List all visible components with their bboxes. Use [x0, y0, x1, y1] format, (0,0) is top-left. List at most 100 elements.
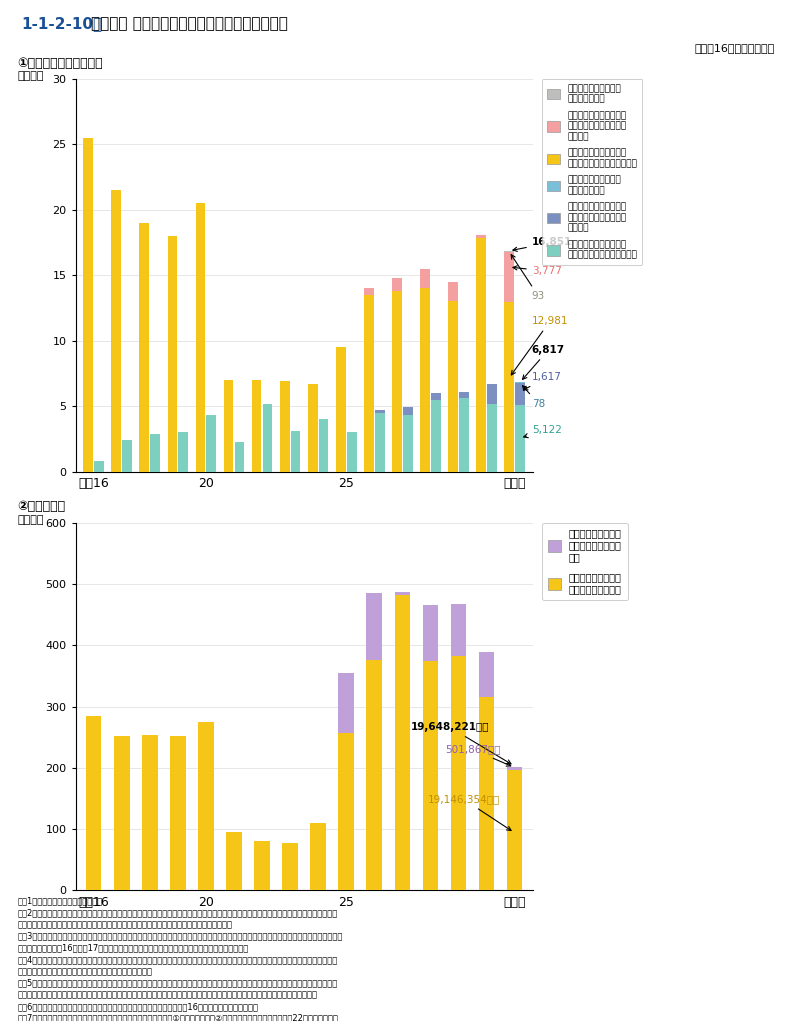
Text: 不特定多数の者から現金等をだまし取る犯罪（恐喝及び窃盗を含む。）の総称である。: 不特定多数の者から現金等をだまし取る犯罪（恐喝及び窃盗を含む。）の総称である。 — [17, 920, 232, 929]
Text: 5　「キャッシュカード詐欺盗」は，特殊詐欺のうち，警察官等を装って被害者に電話をかけ，「キャッシュカードが不正に利用されてい: 5 「キャッシュカード詐欺盗」は，特殊詐欺のうち，警察官等を装って被害者に電話を… — [17, 978, 338, 987]
Bar — [227, 832, 242, 890]
Text: だし，平成16年及び17年は，オレオレ詐欺，架空請求詐欺及び融資保証金詐欺）をいう。: だし，平成16年及び17年は，オレオレ詐欺，架空請求詐欺及び融資保証金詐欺）をい… — [17, 943, 249, 953]
Text: 19,146,354千円: 19,146,354千円 — [429, 794, 511, 830]
Bar — [487, 403, 497, 472]
Text: 19,648,221千円: 19,648,221千円 — [411, 723, 511, 764]
Bar — [459, 392, 469, 398]
Bar — [431, 393, 440, 399]
Bar — [364, 288, 374, 295]
Bar — [319, 420, 328, 472]
Bar — [479, 652, 494, 696]
Bar — [170, 736, 185, 890]
Bar — [459, 398, 469, 472]
Bar — [235, 441, 244, 472]
Bar — [504, 301, 514, 472]
Bar — [139, 223, 149, 472]
Bar — [339, 733, 354, 890]
Text: 1-1-2-10図: 1-1-2-10図 — [21, 16, 103, 32]
Text: 6,817: 6,817 — [522, 345, 565, 380]
Bar — [310, 823, 326, 890]
Bar — [479, 696, 494, 890]
Bar — [308, 384, 317, 472]
Bar — [254, 840, 270, 890]
Bar — [423, 661, 438, 890]
Text: 3　「主要手口による特殊詐欺（詐欺・恐喝）」は，特殊詐欺のうち，オレオレ詐欺，架空請求詐欺，融資保証金詐欺及び還付金等詐欺（た: 3 「主要手口による特殊詐欺（詐欺・恐喝）」は，特殊詐欺のうち，オレオレ詐欺，架… — [17, 931, 343, 940]
Bar — [111, 190, 121, 472]
Bar — [366, 660, 382, 890]
Text: 注　1　警察庁刑事局の資料による。: 注 1 警察庁刑事局の資料による。 — [17, 896, 103, 906]
Text: ②　被害総額: ② 被害総額 — [17, 500, 66, 514]
Bar — [394, 595, 410, 890]
Text: 501,867千円: 501,867千円 — [445, 744, 510, 766]
Bar — [394, 592, 410, 595]
Text: 2　「特殊詐欺」は，被害者に電話をかけるなどして対面することなく信頼させ，指定した預貯金口座へ振り込ませるなどの方法により，: 2 「特殊詐欺」は，被害者に電話をかけるなどして対面することなく信頼させ，指定し… — [17, 909, 338, 917]
Bar — [392, 291, 401, 472]
Bar — [515, 404, 525, 472]
Text: 3,777: 3,777 — [513, 265, 562, 277]
Bar — [403, 407, 413, 416]
Text: 78: 78 — [522, 386, 545, 408]
Text: 7　「その他の手口による特殊詐欺（詐欺・恐喝）」について，①の認知件数及び②の被害総額は統計の存する平成22年２月以降の数: 7 「その他の手口による特殊詐欺（詐欺・恐喝）」について，①の認知件数及び②の被… — [17, 1014, 339, 1021]
Text: （平成16年～令和元年）: （平成16年～令和元年） — [695, 43, 775, 53]
Bar — [515, 383, 525, 384]
Bar — [448, 301, 458, 472]
Bar — [150, 434, 161, 472]
Text: （億円）: （億円） — [17, 515, 44, 525]
Bar — [476, 239, 486, 472]
Bar — [431, 399, 440, 472]
Bar — [223, 380, 234, 472]
Bar — [339, 673, 354, 733]
Bar — [374, 410, 385, 412]
Bar — [366, 592, 382, 660]
Bar — [114, 736, 130, 890]
Bar — [403, 416, 413, 472]
Text: 5,122: 5,122 — [524, 425, 562, 438]
Bar — [364, 295, 374, 472]
Bar — [504, 252, 514, 301]
Bar — [487, 384, 497, 403]
Bar — [142, 735, 157, 890]
Bar — [506, 767, 522, 770]
Bar — [374, 412, 385, 472]
Bar — [504, 251, 514, 252]
Bar — [122, 440, 132, 472]
Bar — [83, 138, 93, 472]
Bar — [420, 269, 430, 288]
Bar — [515, 384, 525, 404]
Bar — [168, 236, 177, 472]
Bar — [280, 381, 289, 472]
Legend: 認知件数（キャッシュ
カード詐欺盗）, 認知件数（その他の手口
による特殊詐欺（詐欺・
恐喝））, 認知件数（主要手口によ
る特殊詐欺（詐欺・恐喝））, 検挙件: 認知件数（キャッシュ カード詐欺盗）, 認知件数（その他の手口 による特殊詐欺（… — [542, 79, 642, 265]
Text: 4　「その他の手口による特殊詐欺（詐欺・恐喝）」は，特殊詐欺のうち，金融商品等取引名目の詐欺，ギャンブル必勝法情報提供名目の: 4 「その他の手口による特殊詐欺（詐欺・恐喝）」は，特殊詐欺のうち，金融商品等取… — [17, 956, 338, 964]
Bar — [423, 604, 438, 661]
Bar — [451, 604, 466, 655]
Bar — [252, 380, 262, 472]
Bar — [198, 723, 214, 890]
Bar — [335, 347, 346, 472]
Text: 12,981: 12,981 — [511, 317, 568, 375]
Bar — [178, 433, 188, 472]
Bar — [291, 431, 301, 472]
Bar — [95, 461, 104, 472]
Text: 1,617: 1,617 — [523, 373, 562, 390]
Text: 16,851: 16,851 — [513, 238, 572, 251]
Bar — [347, 433, 356, 472]
Bar — [476, 235, 486, 239]
Bar — [196, 203, 205, 472]
Text: 93: 93 — [511, 254, 545, 301]
Legend: その他の手口による
特殊詐欺（詐欺・恐
喝）, 主要手口による特殊
詐欺（詐欺・恐喝）: その他の手口による 特殊詐欺（詐欺・恐 喝）, 主要手口による特殊 詐欺（詐欺・… — [542, 523, 628, 600]
Bar — [392, 278, 401, 291]
Bar — [451, 655, 466, 890]
Bar — [506, 770, 522, 890]
Bar — [207, 416, 216, 472]
Text: 6　「主要手口による特殊詐欺（詐欺・恐喝）」は，統計の存する平成16年以降の数値で作成した。: 6 「主要手口による特殊詐欺（詐欺・恐喝）」は，統計の存する平成16年以降の数値… — [17, 1002, 258, 1011]
Bar — [86, 717, 102, 890]
Bar — [262, 403, 273, 472]
Text: ①　認知件数・検挙件数: ① 認知件数・検挙件数 — [17, 57, 103, 70]
Bar — [420, 288, 430, 472]
Text: る」等の名目により，キャッシュカードを準備させた上で，隙を見るなどし，同キャッシュカード等を窃取するものをいう。: る」等の名目により，キャッシュカードを準備させた上で，隙を見るなどし，同キャッシ… — [17, 990, 317, 1000]
Text: （千件）: （千件） — [17, 71, 44, 82]
Bar — [448, 282, 458, 301]
Bar — [282, 842, 298, 890]
Text: 特殊詐欺 認知件数・検挙件数・被害総額の推移: 特殊詐欺 認知件数・検挙件数・被害総額の推移 — [91, 16, 289, 32]
Text: 詐欺，異性との交際あっせん名目の詐欺等をいう。: 詐欺，異性との交際あっせん名目の詐欺等をいう。 — [17, 967, 153, 976]
